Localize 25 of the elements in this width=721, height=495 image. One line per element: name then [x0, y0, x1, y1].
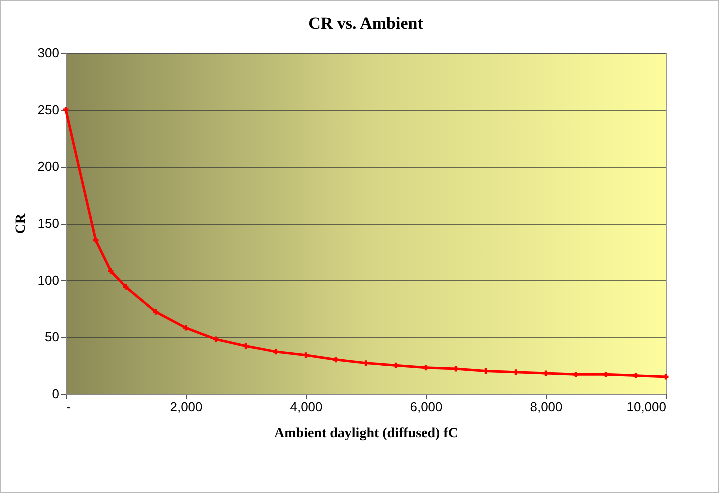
- x-tick-label: 8,000: [530, 400, 563, 414]
- point: [243, 344, 249, 349]
- y-axis-title: CR: [14, 213, 29, 234]
- x-tick-label: 4,000: [290, 400, 323, 414]
- point: [483, 368, 489, 374]
- point: [573, 372, 579, 378]
- y-tick-label: 250: [38, 102, 60, 118]
- point: [603, 372, 609, 378]
- x-tick-label: 6,000: [410, 400, 443, 414]
- x-axis-title: Ambient daylight (diffused) fC: [274, 426, 458, 442]
- x-tick-label: 10,000: [626, 400, 666, 414]
- point: [108, 268, 114, 274]
- y-tick-label: 150: [38, 216, 60, 231]
- x-tick-label: -: [66, 400, 71, 414]
- x-tick-label: 2,000: [170, 400, 203, 414]
- point: [63, 107, 69, 113]
- y-tick-label: 50: [45, 330, 60, 345]
- y-tick-label: 100: [38, 272, 60, 288]
- y-tick-label: 200: [38, 159, 60, 174]
- point: [633, 373, 639, 379]
- point: [363, 360, 369, 366]
- chart-title: CR vs. Ambient: [308, 14, 424, 33]
- y-tick-label: 0: [52, 386, 60, 402]
- y-tick-label: 300: [38, 46, 60, 60]
- point: [153, 309, 159, 315]
